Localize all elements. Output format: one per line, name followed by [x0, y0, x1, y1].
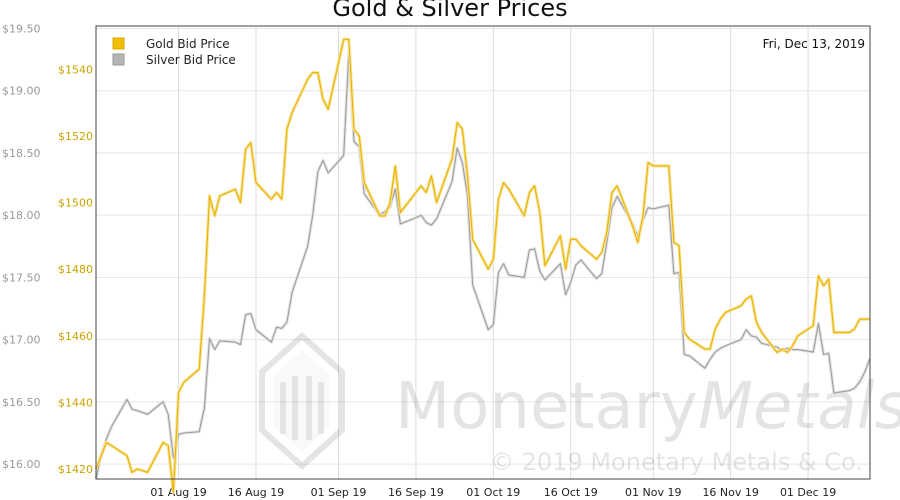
x-tick-label: 16 Oct 19	[544, 486, 598, 499]
y-tick-label-silver: $18.00	[2, 209, 41, 222]
axes: 01 Aug 19 16 Aug 19 01 Sep 19 16 Sep 19 01 O…	[2, 22, 836, 499]
y-tick-label-gold: $1540	[58, 63, 93, 76]
x-tick-label: 01 Aug 19	[150, 486, 206, 499]
legend-item-silver: Silver Bid Price	[112, 53, 236, 67]
x-tick-label: 16 Nov 19	[702, 486, 758, 499]
x-tick-label: 16 Aug 19	[228, 486, 284, 499]
monetary-metals-watermark: MonetaryMetals ® © 2019 Monetary Metals …	[259, 331, 900, 476]
plot-border	[95, 25, 871, 480]
monetary-metals-logo-icon	[259, 331, 345, 471]
gold-series-line	[95, 38, 870, 493]
y-tick-label-gold: $1440	[58, 396, 93, 409]
chart-title: Gold & Silver Prices	[332, 0, 568, 22]
y-tick-label-silver: $19.50	[2, 22, 41, 35]
svg-text:MonetaryMetals: MonetaryMetals	[395, 370, 900, 444]
legend-label-gold: Gold Bid Price	[146, 37, 230, 51]
y-tick-label-silver: $16.50	[2, 396, 41, 409]
y-tick-label-silver: $16.00	[2, 458, 41, 471]
legend-swatch-gold	[112, 37, 125, 50]
watermark-copyright: © 2019 Monetary Metals & Co.	[490, 448, 863, 476]
y-tick-label-gold: $1460	[58, 330, 93, 343]
watermark-brand-secondary: Metals	[698, 370, 900, 444]
legend: Gold Bid Price Silver Bid Price	[112, 37, 236, 67]
x-tick-label: 01 Nov 19	[625, 486, 681, 499]
series	[94, 37, 872, 494]
y-tick-label-silver: $17.00	[2, 334, 41, 347]
x-tick-label: 16 Sep 19	[388, 486, 444, 499]
date-label: Fri, Dec 13, 2019	[763, 37, 865, 51]
y-tick-label-gold: $1520	[58, 130, 93, 143]
y-tick-label-silver: $18.50	[2, 147, 41, 160]
y-tick-label-gold: $1420	[58, 463, 93, 476]
watermark-brand-primary: Monetary	[395, 370, 698, 444]
y-tick-label-silver: $19.00	[2, 85, 41, 98]
legend-item-gold: Gold Bid Price	[112, 37, 230, 51]
silver-series-line	[95, 52, 871, 480]
x-tick-label: 01 Dec 19	[780, 486, 836, 499]
y-tick-label-gold: $1480	[58, 263, 93, 276]
legend-label-silver: Silver Bid Price	[146, 53, 236, 67]
y-tick-label-silver: $17.50	[2, 271, 41, 284]
legend-swatch-silver	[112, 53, 125, 66]
x-tick-label: 01 Oct 19	[466, 486, 520, 499]
y-tick-label-gold: $1500	[58, 197, 93, 210]
x-tick-label: 01 Sep 19	[311, 486, 367, 499]
